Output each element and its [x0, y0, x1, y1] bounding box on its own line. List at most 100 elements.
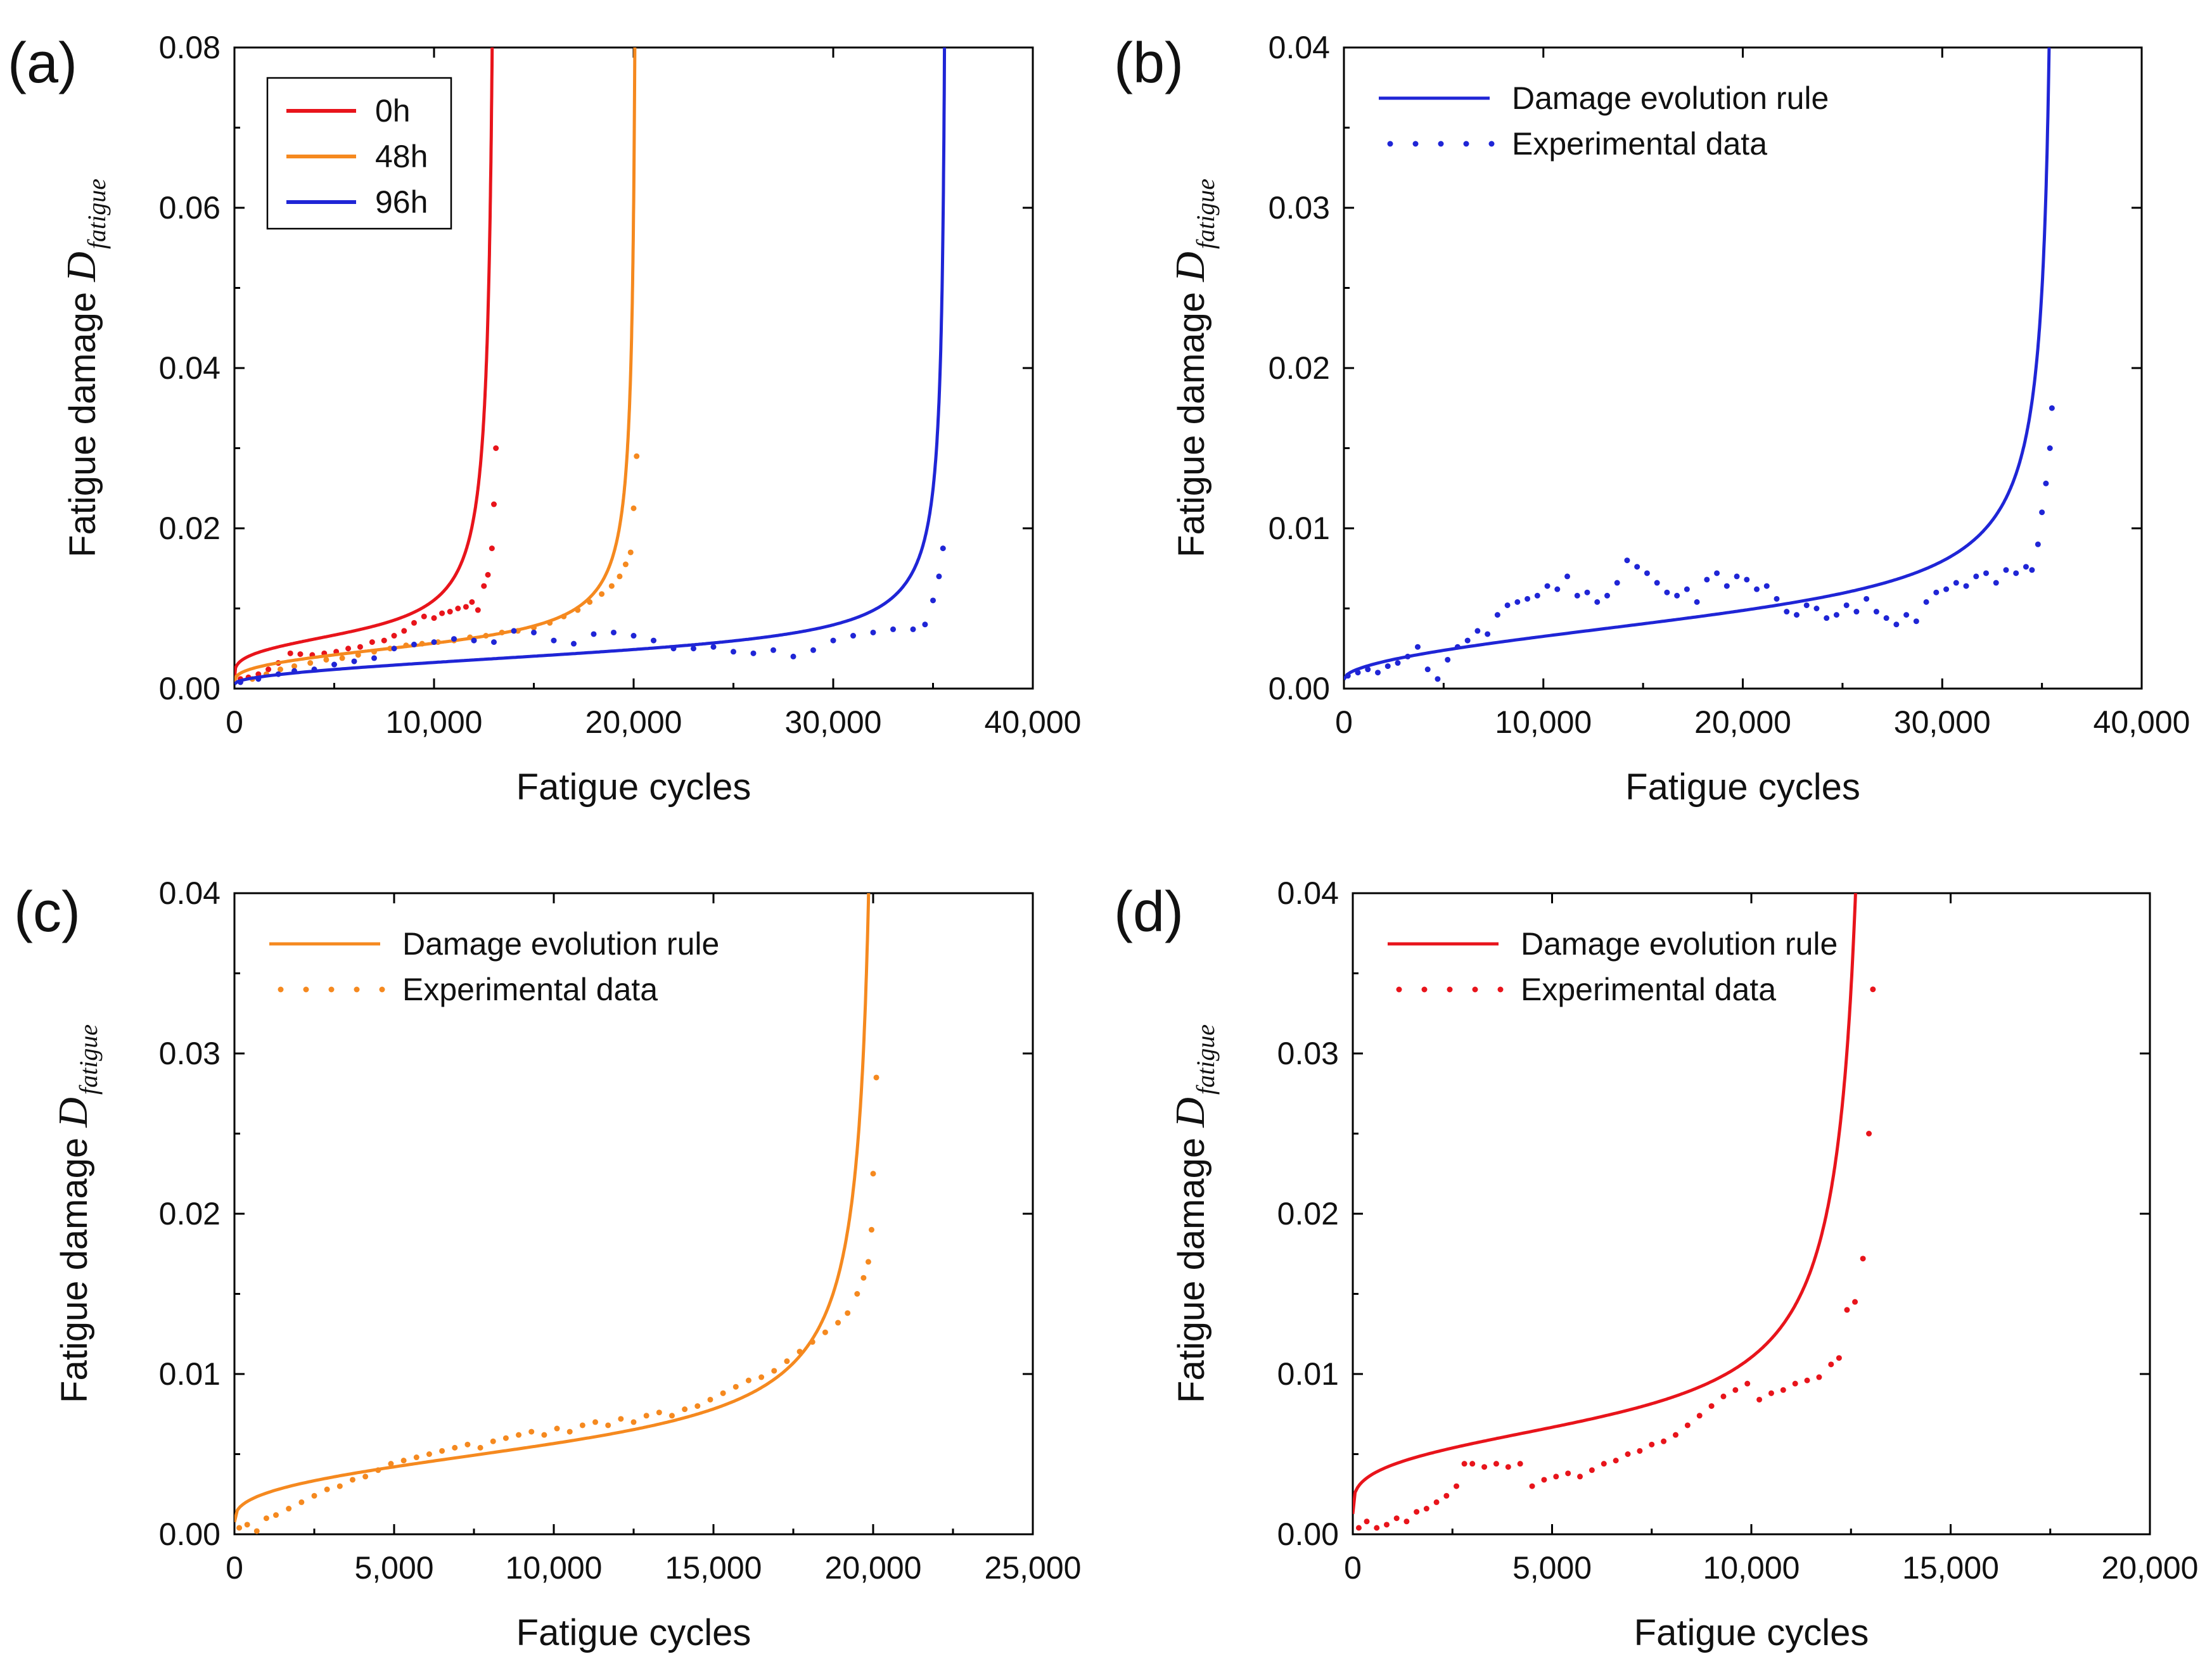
data-point	[471, 637, 477, 644]
data-point	[452, 1444, 458, 1451]
data-point	[1913, 618, 1919, 625]
data-point	[1784, 609, 1790, 615]
data-point	[2049, 405, 2055, 411]
data-point	[1684, 1422, 1691, 1428]
legend-label: 0h	[375, 93, 411, 129]
x-tick-label: 0	[1344, 1550, 1362, 1586]
data-point	[475, 607, 481, 613]
curve-line-0	[234, 48, 494, 679]
data-point	[439, 1447, 445, 1454]
data-point	[1423, 1506, 1429, 1512]
y-tick-label: 0.01	[159, 1356, 221, 1392]
data-point	[1395, 660, 1401, 666]
data-point	[1792, 1380, 1798, 1387]
data-point	[491, 639, 497, 646]
y-tick-label: 0.04	[1277, 875, 1339, 911]
data-point	[1403, 1518, 1410, 1525]
data-point	[796, 1349, 803, 1355]
legend-swatch-dot	[1438, 141, 1444, 147]
data-point	[426, 1451, 432, 1457]
data-point	[611, 629, 617, 635]
data-point	[1644, 570, 1650, 576]
data-point	[331, 661, 337, 668]
data-point	[362, 1473, 369, 1480]
data-point	[745, 1377, 751, 1384]
y-axis-title: Fatigue damage Dfatigue	[1167, 1024, 1220, 1403]
data-point	[339, 655, 345, 661]
data-point	[630, 633, 637, 639]
data-point	[750, 650, 757, 656]
data-point	[1708, 1403, 1715, 1409]
data-point	[244, 1522, 250, 1528]
data-point	[455, 606, 461, 611]
y-tick-label: 0.00	[1277, 1517, 1339, 1552]
x-tick-label: 5,000	[1512, 1550, 1592, 1586]
y-tick-label: 0.00	[1269, 671, 1330, 706]
y-tick-label: 0.00	[159, 1517, 221, 1552]
plot-area	[234, 893, 879, 1534]
data-point	[1414, 1509, 1420, 1515]
data-point	[1674, 592, 1680, 599]
data-point	[511, 628, 517, 634]
legend-label: Experimental data	[402, 972, 658, 1007]
panel-label: (a)	[8, 32, 77, 95]
data-point	[1664, 589, 1670, 595]
data-point	[298, 1499, 305, 1505]
data-point	[324, 1486, 330, 1492]
data-point	[1744, 1380, 1751, 1387]
data-point	[489, 545, 495, 552]
x-tick-label: 20,000	[825, 1550, 922, 1586]
data-point	[1943, 586, 1950, 592]
data-point	[357, 644, 363, 650]
svg-text:Fatigue damageDfatigue: Fatigue damage Dfatigue	[50, 1024, 103, 1403]
data-point	[1485, 631, 1491, 637]
panel-label: (c)	[14, 881, 80, 944]
data-point	[345, 646, 352, 652]
data-point	[1744, 576, 1750, 583]
x-tick-label: 15,000	[665, 1550, 762, 1586]
data-point	[287, 650, 293, 656]
data-point	[1866, 1131, 1872, 1136]
data-point	[1634, 564, 1640, 570]
data-point	[579, 1422, 585, 1428]
data-point	[1870, 986, 1876, 993]
data-point	[1469, 1461, 1476, 1467]
data-point	[591, 631, 597, 637]
data-point	[627, 549, 634, 556]
data-point	[1803, 602, 1810, 608]
curve-line-0	[234, 893, 871, 1523]
x-tick-label: 20,000	[585, 704, 682, 740]
data-point	[1464, 637, 1471, 644]
data-point	[541, 1432, 547, 1438]
y-tick-label: 0.03	[1269, 190, 1330, 226]
data-point	[1720, 1393, 1727, 1399]
data-point	[1613, 1458, 1619, 1464]
data-point	[1529, 1483, 1535, 1489]
data-point	[809, 1339, 815, 1345]
data-point	[1923, 599, 1929, 605]
data-point	[1393, 1515, 1400, 1522]
data-point	[1589, 1467, 1595, 1473]
data-point	[599, 591, 605, 597]
x-tick-label: 30,000	[785, 704, 882, 740]
data-point	[2023, 564, 2029, 570]
data-point	[1873, 609, 1879, 615]
legend: 0h 48h 96h	[266, 77, 452, 230]
legend-label: 48h	[375, 139, 428, 174]
y-axis-symbol: D	[1167, 1097, 1213, 1128]
y-axis-title: Fatigue damage Dfatigue	[58, 179, 111, 557]
data-point	[1694, 599, 1700, 605]
data-point	[822, 1329, 828, 1335]
data-point	[531, 629, 537, 635]
plot-area	[1344, 48, 2055, 682]
data-point	[710, 644, 717, 650]
x-tick-label: 0	[226, 704, 243, 740]
x-tick-label: 0	[226, 1550, 243, 1586]
chart-panel-d: 0 5,000 10,000 15,000 20,000 0.00 0.01 0.02 0.03…	[1114, 875, 2198, 1653]
legend-swatch-dot	[1387, 141, 1393, 147]
data-point	[2047, 445, 2053, 451]
data-point	[451, 636, 457, 642]
data-point	[1723, 583, 1730, 589]
data-point	[371, 655, 377, 661]
data-point	[1696, 1413, 1703, 1419]
